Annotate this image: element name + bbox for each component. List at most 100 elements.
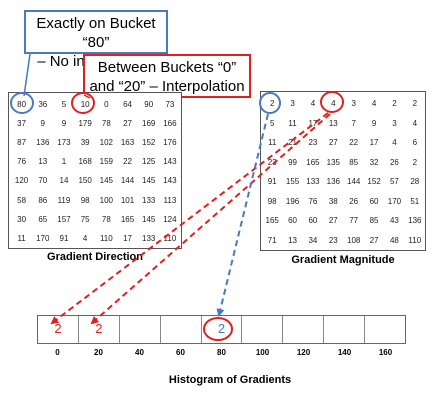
gradient-direction-cell: 78 (101, 214, 111, 224)
gradient-direction-cell: 145 (142, 176, 156, 186)
direction-80-circle (10, 92, 34, 114)
gradient-magnitude-cell: 27 (328, 216, 338, 226)
gradient-direction-cell: 166 (163, 119, 177, 129)
gradient-magnitude-row: 71 13 34 23 108 27 48 110 (262, 231, 425, 251)
gradient-magnitude-cell: 165 (265, 216, 279, 226)
gradient-magnitude-cell: 3 (290, 99, 295, 109)
gradient-direction-row: 80 36 5 10 0 64 90 73 (11, 95, 181, 114)
gradient-magnitude-cell: 133 (306, 177, 320, 187)
gradient-magnitude-cell: 152 (367, 177, 381, 187)
gradient-direction-cell: 30 (17, 214, 27, 224)
gradient-direction-cell: 36 (38, 100, 48, 110)
gradient-direction-cell: 70 (38, 176, 48, 186)
gradient-magnitude-cell: 76 (308, 196, 318, 206)
histogram-bin-120 (283, 316, 325, 343)
gradient-direction-row: 76 13 1 168 159 22 125 143 (11, 152, 181, 171)
gradient-magnitude-cell: 6 (412, 138, 418, 148)
gradient-direction-cell: 64 (123, 100, 132, 110)
histogram-bin-100 (242, 316, 284, 343)
gradient-direction-row: 58 86 119 98 100 101 133 113 (11, 190, 181, 209)
gradient-magnitude-row: 5 11 17 13 7 9 3 4 (262, 114, 425, 134)
gradient-magnitude-cell: 17 (369, 138, 379, 148)
callout-exact-pointer (23, 53, 31, 97)
gradient-magnitude-row: 11 21 23 27 22 17 4 6 (262, 133, 425, 153)
histogram-bin-value: 2 (217, 321, 226, 336)
gradient-magnitude-cell: 3 (351, 99, 356, 109)
gradient-magnitude-cell: 4 (392, 138, 397, 148)
gradient-magnitude-cell: 4 (331, 99, 336, 109)
gradient-direction-cell: 75 (80, 214, 90, 224)
gradient-direction-cell: 143 (163, 157, 177, 167)
gradient-direction-cell: 1 (61, 157, 67, 167)
histogram-bin-60 (161, 316, 202, 343)
gradient-magnitude-cell: 4 (412, 118, 418, 128)
gradient-magnitude-cell: 144 (347, 177, 361, 187)
gradient-direction-cell: 13 (38, 157, 48, 167)
gradient-direction-cell: 90 (144, 100, 154, 110)
gradient-magnitude-cell: 13 (288, 235, 298, 245)
gradient-magnitude-cell: 51 (410, 196, 420, 206)
gradient-direction-cell: 9 (40, 119, 45, 129)
gradient-magnitude-cell: 2 (269, 99, 275, 109)
gradient-magnitude-cell: 17 (308, 118, 318, 128)
callout-interp-line1: Between Buckets “0” (97, 59, 237, 76)
magnitude-2-circle (259, 92, 281, 114)
gradient-magnitude-cell: 110 (408, 235, 422, 245)
gradient-direction-cell: 133 (142, 233, 156, 243)
gradient-magnitude-row: 98 196 76 38 26 60 170 51 (262, 192, 425, 212)
gradient-direction-cell: 58 (17, 195, 27, 205)
gradient-direction-cell: 5 (61, 100, 67, 110)
gradient-magnitude-cell: 23 (328, 235, 338, 245)
gradient-direction-cell: 101 (120, 195, 135, 205)
gradient-magnitude-cell: 60 (288, 216, 298, 226)
gradient-direction-cell: 73 (165, 100, 175, 110)
gradient-direction-cell: 124 (163, 214, 177, 224)
histogram-tick-label: 160 (378, 348, 393, 357)
callout-interp-line2: and “20” – Interpolation (89, 78, 245, 95)
gradient-magnitude-cell: 4 (371, 99, 377, 109)
gradient-direction-cell: 78 (101, 119, 111, 129)
gradient-magnitude-cell: 27 (328, 138, 338, 148)
gradient-magnitude-cell: 135 (326, 157, 340, 167)
gradient-magnitude-cell: 9 (371, 118, 377, 128)
gradient-magnitude-cell: 2 (392, 99, 397, 109)
gradient-magnitude-cell: 108 (347, 235, 361, 245)
gradient-direction-cell: 65 (38, 214, 48, 224)
gradient-direction-cell: 144 (120, 176, 135, 186)
histogram-title: Histogram of Gradients (168, 374, 292, 386)
gradient-direction-row: 87 136 173 39 102 163 152 176 (11, 133, 181, 152)
gradient-direction-cell: 168 (78, 157, 92, 167)
gradient-direction-cell: 113 (163, 195, 177, 205)
gradient-direction-cell: 176 (163, 138, 177, 148)
gradient-magnitude-cell: 4 (310, 99, 316, 109)
gradient-magnitude-cell: 27 (369, 235, 379, 245)
histogram-bin-20: 2 (79, 316, 120, 343)
callout-interpolation: Between Buckets “0” and “20” – Interpola… (83, 54, 251, 98)
gradient-direction-cell: 159 (99, 157, 114, 167)
gradient-magnitude-cell: 98 (267, 196, 277, 206)
gradient-direction-cell: 136 (36, 138, 50, 148)
gradient-direction-cell: 133 (142, 195, 156, 205)
histogram-tick-label: 40 (135, 348, 144, 357)
gradient-magnitude-cell: 196 (285, 196, 300, 206)
gradient-magnitude-cell: 5 (269, 118, 275, 128)
gradient-magnitude-row: 2 3 4 4 3 4 2 2 (262, 94, 425, 114)
gradient-direction-row: 11 170 91 4 110 17 133 110 (11, 229, 181, 248)
gradient-direction-cell: 86 (38, 195, 48, 205)
gradient-direction-cell: 152 (142, 138, 156, 148)
gradient-direction-cell: 173 (57, 138, 71, 148)
histogram-tick-label: 0 (55, 348, 60, 357)
callout-interp-pointer (83, 94, 91, 99)
gradient-direction-cell: 165 (120, 214, 135, 224)
gradient-magnitude-cell: 11 (288, 118, 297, 128)
gradient-direction-cell: 110 (99, 233, 113, 243)
magnitude-4-circle (320, 91, 344, 113)
gradient-direction-cell: 11 (17, 233, 26, 243)
gradient-magnitude-cell: 165 (306, 157, 320, 167)
gradient-direction-cell: 39 (80, 138, 90, 148)
gradient-magnitude-cell: 23 (308, 138, 318, 148)
gradient-magnitude-cell: 11 (268, 138, 277, 148)
histogram-tick-label: 100 (255, 348, 270, 357)
gradient-magnitude-cell: 3 (392, 118, 397, 128)
